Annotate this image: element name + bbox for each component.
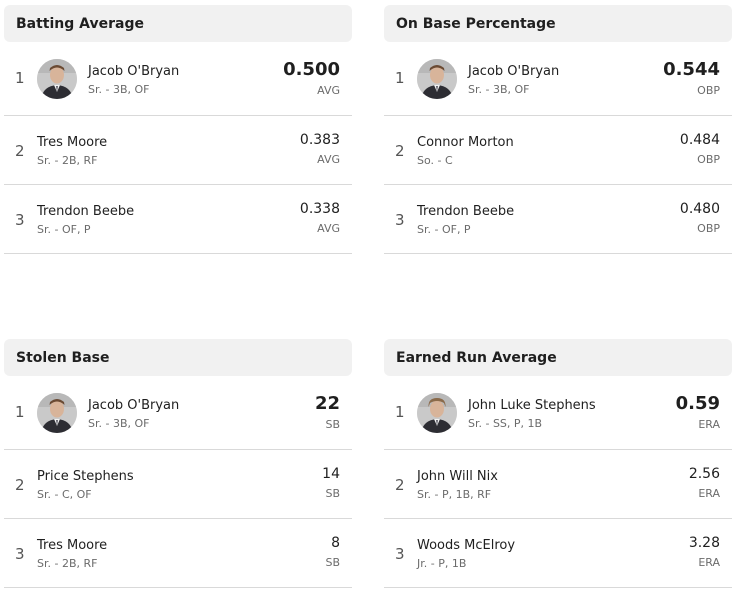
stat-value: 0.500 — [283, 59, 340, 80]
stat-value: 0.59 — [675, 393, 720, 414]
stat-unit: AVG — [317, 84, 340, 97]
player-detail: Sr. - 2B, RF — [37, 154, 98, 167]
stat-unit: ERA — [698, 418, 720, 431]
leader-row[interactable]: 1 John Luke Stephens Sr. - SS, P, 1B 0.5… — [384, 376, 732, 450]
rank: 2 — [395, 476, 405, 494]
leader-row[interactable]: 2 John Will Nix Sr. - P, 1B, RF 2.56 ERA — [384, 450, 732, 519]
player-name[interactable]: Tres Moore — [37, 135, 108, 150]
stat-value: 14 — [322, 466, 340, 482]
stat-unit: OBP — [697, 222, 720, 235]
leaderboard-batting-average: Batting Average 1 Jacob O'Bryan Sr. - 3B… — [4, 5, 352, 254]
player-detail: Sr. - C, OF — [37, 488, 92, 501]
stat-unit: AVG — [317, 222, 340, 235]
leader-row[interactable]: 2 Price Stephens Sr. - C, OF 14 SB — [4, 450, 352, 519]
leaderboard-on-base-percentage: On Base Percentage 1 Jacob O'Bryan Sr. -… — [384, 5, 732, 254]
player-avatar — [417, 59, 457, 99]
player-detail: So. - C — [417, 154, 453, 167]
rank: 2 — [15, 476, 25, 494]
player-detail: Jr. - P, 1B — [417, 557, 467, 570]
rank: 1 — [15, 403, 25, 421]
rank: 2 — [395, 142, 405, 160]
stat-value: 0.480 — [679, 201, 720, 217]
rank: 1 — [395, 403, 405, 421]
stat-unit: SB — [325, 418, 340, 431]
player-name[interactable]: Jacob O'Bryan — [468, 64, 560, 79]
stat-unit: SB — [325, 487, 340, 500]
stat-value: 0.544 — [663, 59, 720, 80]
stat-unit: AVG — [317, 153, 340, 166]
leader-row[interactable]: 1 Jacob O'Bryan Sr. - 3B, OF 22 SB — [4, 376, 352, 450]
player-name[interactable]: Trendon Beebe — [417, 204, 515, 219]
rank: 1 — [15, 69, 25, 87]
board-title: On Base Percentage — [384, 5, 732, 42]
player-name[interactable]: Trendon Beebe — [37, 204, 135, 219]
rank: 1 — [395, 69, 405, 87]
player-avatar — [417, 393, 457, 433]
stat-unit: ERA — [698, 556, 720, 569]
player-name[interactable]: Tres Moore — [37, 538, 108, 553]
leader-row[interactable]: 3 Trendon Beebe Sr. - OF, P 0.338 AVG — [4, 185, 352, 254]
player-avatar — [37, 393, 77, 433]
player-name[interactable]: John Will Nix — [417, 469, 498, 484]
rank: 3 — [15, 545, 25, 563]
rank: 3 — [15, 211, 25, 229]
leaderboard-stolen-base: Stolen Base 1 Jacob O'Bryan Sr. - 3B, OF… — [4, 339, 352, 588]
leader-row[interactable]: 3 Trendon Beebe Sr. - OF, P 0.480 OBP — [384, 185, 732, 254]
board-title: Batting Average — [4, 5, 352, 42]
player-name[interactable]: Price Stephens — [37, 469, 134, 484]
stat-value: 8 — [331, 535, 340, 551]
leader-row[interactable]: 2 Connor Morton So. - C 0.484 OBP — [384, 116, 732, 185]
stat-value: 0.338 — [299, 201, 340, 217]
stat-value: 2.56 — [688, 466, 720, 482]
rank: 3 — [395, 211, 405, 229]
rank: 3 — [395, 545, 405, 563]
stat-unit: OBP — [697, 84, 720, 97]
stat-unit: ERA — [698, 487, 720, 500]
leader-row[interactable]: 1 Jacob O'Bryan Sr. - 3B, OF 0.544 OBP — [384, 42, 732, 116]
player-detail: Sr. - P, 1B, RF — [417, 488, 492, 501]
board-title: Earned Run Average — [384, 339, 732, 376]
player-avatar — [37, 59, 77, 99]
stat-unit: SB — [325, 556, 340, 569]
stat-value: 0.484 — [679, 132, 720, 148]
leader-row[interactable]: 3 Tres Moore Sr. - 2B, RF 8 SB — [4, 519, 352, 588]
leader-row[interactable]: 1 Jacob O'Bryan Sr. - 3B, OF 0.500 AVG — [4, 42, 352, 116]
leader-row[interactable]: 3 Woods McElroy Jr. - P, 1B 3.28 ERA — [384, 519, 732, 588]
player-name[interactable]: Jacob O'Bryan — [88, 64, 180, 79]
player-detail: Sr. - OF, P — [37, 223, 91, 236]
player-name[interactable]: Woods McElroy — [417, 538, 516, 553]
player-detail: Sr. - SS, P, 1B — [468, 417, 543, 430]
player-detail: Sr. - OF, P — [417, 223, 471, 236]
rank: 2 — [15, 142, 25, 160]
player-detail: Sr. - 2B, RF — [37, 557, 98, 570]
player-name[interactable]: Connor Morton — [417, 135, 514, 150]
leader-row[interactable]: 2 Tres Moore Sr. - 2B, RF 0.383 AVG — [4, 116, 352, 185]
player-detail: Sr. - 3B, OF — [88, 417, 150, 430]
stat-value: 22 — [314, 393, 340, 414]
board-title: Stolen Base — [4, 339, 352, 376]
leaderboard-earned-run-average: Earned Run Average 1 John Luke Stephens … — [384, 339, 732, 588]
player-detail: Sr. - 3B, OF — [88, 83, 150, 96]
player-name[interactable]: Jacob O'Bryan — [88, 398, 180, 413]
stat-value: 0.383 — [299, 132, 340, 148]
stat-unit: OBP — [697, 153, 720, 166]
stat-value: 3.28 — [688, 535, 720, 551]
player-detail: Sr. - 3B, OF — [468, 83, 530, 96]
player-name[interactable]: John Luke Stephens — [468, 398, 596, 413]
